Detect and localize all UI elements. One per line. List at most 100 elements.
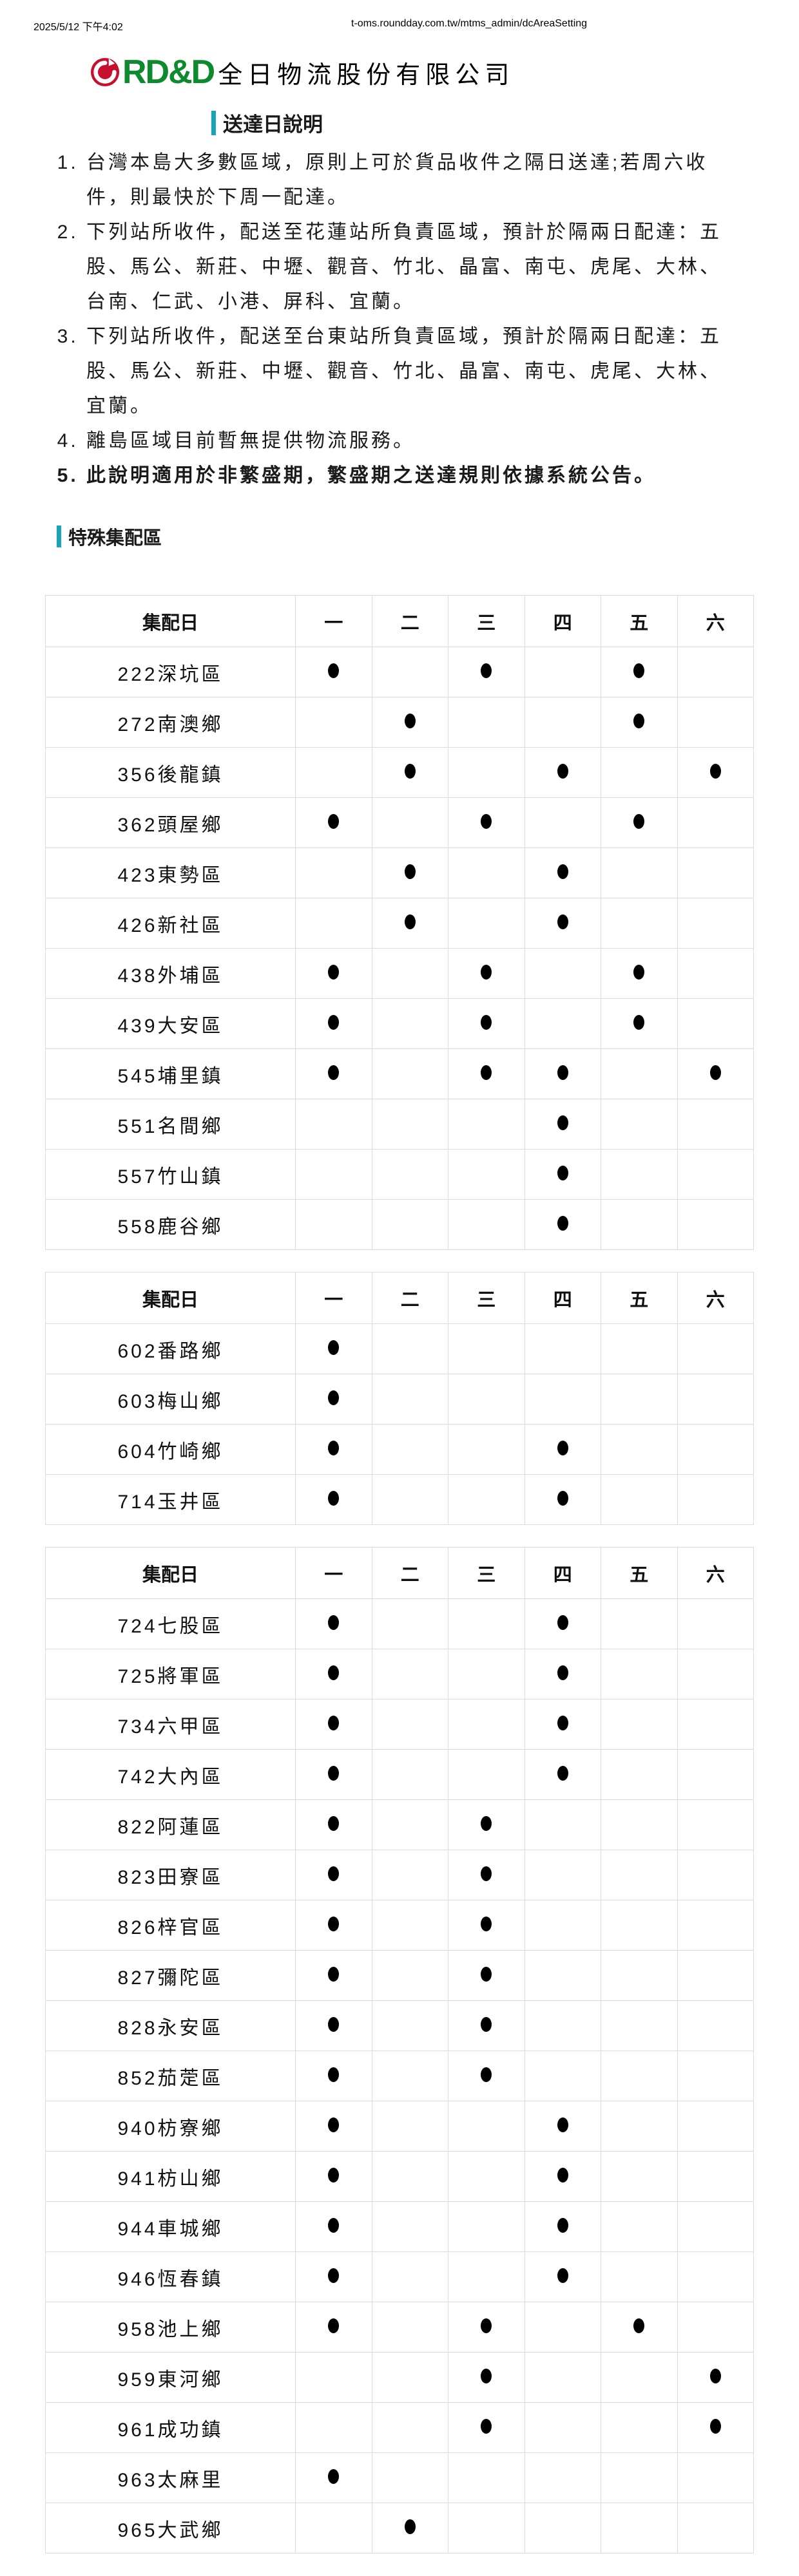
day-cell [371, 2151, 448, 2202]
day-cell [371, 1048, 448, 1099]
table-row: 742大內區 [45, 1749, 754, 1800]
day-cell [601, 697, 678, 748]
day-cell [677, 1799, 754, 1850]
schedule-dot-icon [328, 2117, 340, 2132]
table-row: 356後龍鎮 [45, 747, 754, 798]
day-cell [524, 1598, 601, 1649]
day-cell [448, 1048, 525, 1099]
day-cell [524, 647, 601, 697]
day-cell [524, 1900, 601, 1951]
day-cell [448, 2402, 525, 2453]
day-cell [448, 1598, 525, 1649]
area-cell: 963太麻里 [45, 2452, 296, 2503]
area-cell: 958池上鄉 [45, 2302, 296, 2353]
day-cell [601, 1424, 678, 1475]
day-cell [371, 747, 448, 798]
day-cell [677, 2151, 754, 2202]
table-row: 940枋寮鄉 [45, 2101, 754, 2152]
day-cell [677, 1374, 754, 1425]
schedule-dot-icon [557, 2167, 568, 2183]
day-cell [295, 1598, 372, 1649]
schedule-dot-icon [557, 1765, 568, 1781]
area-cell: 823田寮區 [45, 1850, 296, 1900]
day-cell [524, 697, 601, 748]
day-cell [295, 1374, 372, 1425]
delivery-note-item: 此說明適用於非繁盛期，繁盛期之送達規則依據系統公告。 [86, 459, 734, 493]
table-header-row: 集配日一二三四五六 [45, 595, 754, 647]
day-cell [371, 1850, 448, 1900]
day-cell [448, 1323, 525, 1374]
day-cell [601, 2000, 678, 2051]
schedule-dot-icon [633, 964, 645, 980]
day-cell [677, 2101, 754, 2152]
day-cell [371, 2402, 448, 2453]
day-cell [448, 2151, 525, 2202]
accent-bar-icon [211, 110, 216, 135]
schedule-dot-icon [481, 1815, 492, 1831]
day-cell [448, 2452, 525, 2503]
day-cell [295, 1799, 372, 1850]
day-cell [677, 2352, 754, 2403]
schedule-dot-icon [328, 2318, 340, 2333]
day-cell [524, 2352, 601, 2403]
day-cell [524, 2302, 601, 2353]
day-cell [295, 1950, 372, 2001]
table-row: 823田寮區 [45, 1850, 754, 1900]
table-row: 557竹山鎮 [45, 1149, 754, 1200]
table-row: 222深坑區 [45, 647, 754, 697]
print-header: 2025/5/12 下午4:02 t-oms.roundday.com.tw/m… [0, 0, 799, 33]
area-cell: 940枋寮鄉 [45, 2101, 296, 2152]
day-cell [524, 1048, 601, 1099]
day-cell [295, 1900, 372, 1951]
table-row: 426新社區 [45, 898, 754, 949]
table-row: 602番路鄉 [45, 1323, 754, 1374]
schedule-dot-icon [557, 2268, 568, 2283]
schedule-dot-icon [557, 1215, 568, 1231]
day-cell [677, 948, 754, 999]
schedule-dot-icon [404, 2519, 416, 2534]
day-cell [448, 1649, 525, 1700]
day-cell [371, 1149, 448, 1200]
day-cell [295, 1424, 372, 1475]
day-cell [524, 1950, 601, 2001]
day-cell [524, 1149, 601, 1200]
day-header-label: 集配日 [45, 1272, 296, 1324]
table-row: 439大安區 [45, 998, 754, 1049]
day-cell [371, 2503, 448, 2553]
day-cell [677, 2201, 754, 2252]
day-cell [677, 1699, 754, 1750]
day-cell [448, 2503, 525, 2553]
day-cell [677, 1199, 754, 1250]
day-cell [371, 1900, 448, 1951]
day-cell [371, 1598, 448, 1649]
day-cell [677, 2251, 754, 2302]
day-header-label: 集配日 [45, 1547, 296, 1599]
day-cell [295, 998, 372, 1049]
day-cell [295, 2402, 372, 2453]
area-cell: 602番路鄉 [45, 1323, 296, 1374]
schedule-dot-icon [328, 1866, 340, 1881]
area-cell: 941枋山鄉 [45, 2151, 296, 2202]
schedule-dot-icon [481, 2016, 492, 2032]
table-row: 714玉井區 [45, 1474, 754, 1525]
day-cell [677, 2000, 754, 2051]
schedule-dot-icon [328, 1815, 340, 1831]
day-cell [601, 1799, 678, 1850]
weekday-header: 一 [295, 1547, 372, 1599]
day-cell [524, 2503, 601, 2553]
day-cell [524, 1424, 601, 1475]
schedule-dot-icon [633, 1014, 645, 1030]
schedule-dot-icon [481, 2368, 492, 2383]
weekday-header: 六 [677, 1272, 754, 1324]
day-cell [524, 2251, 601, 2302]
day-cell [371, 2352, 448, 2403]
schedule-dot-icon [557, 1165, 568, 1180]
table-row: 944車城鄉 [45, 2201, 754, 2252]
day-cell [677, 1749, 754, 1800]
area-cell: 603梅山鄉 [45, 1374, 296, 1425]
schedule-dot-icon [557, 2117, 568, 2132]
day-cell [601, 1900, 678, 1951]
day-cell [524, 1323, 601, 1374]
table-row: 941枋山鄉 [45, 2151, 754, 2202]
